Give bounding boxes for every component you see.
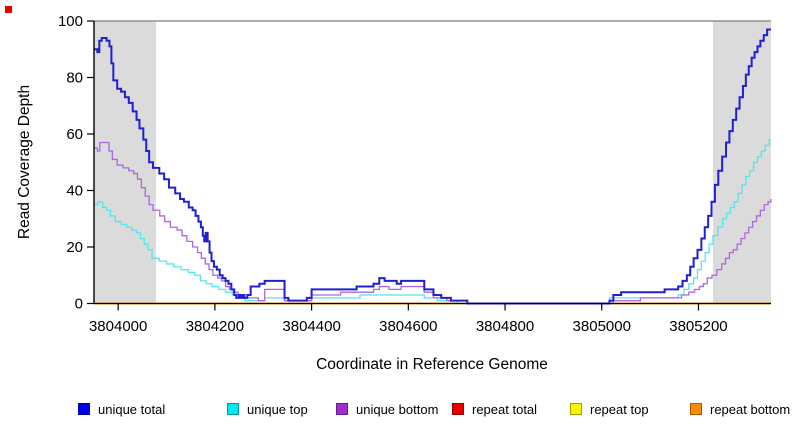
y-tick-label: 60 <box>66 126 83 143</box>
tick-labels: 3804000 3804200 3804400 3804600 3804800 38050… <box>58 13 728 335</box>
y-tick-label: 80 <box>66 70 83 87</box>
legend-swatch-unique-bottom <box>336 403 348 415</box>
axes <box>93 21 771 305</box>
series-line-unique-total <box>94 28 771 305</box>
legend-swatch-unique-top <box>227 403 239 415</box>
x-tick-label: 3804800 <box>476 318 534 335</box>
legend-item-unique-total: unique total <box>78 399 165 419</box>
shaded-regions <box>94 21 771 304</box>
legend-item-unique-top: unique top <box>227 399 308 419</box>
shaded-region <box>94 21 156 304</box>
legend-swatch-repeat-top <box>570 403 582 415</box>
legend-label: unique total <box>98 401 166 417</box>
y-axis-title: Read Coverage Depth <box>16 85 33 239</box>
legend-item-unique-bottom: unique bottom <box>336 399 438 419</box>
legend: unique total unique top unique bottom repea… <box>0 399 792 421</box>
legend-item-repeat-total: repeat total <box>452 399 537 419</box>
legend-swatch-unique-total <box>78 403 90 415</box>
x-tick-label: 3805000 <box>573 318 631 335</box>
legend-swatch-repeat-bottom <box>690 403 702 415</box>
series-lines <box>94 28 772 305</box>
x-tick-label: 3804000 <box>89 318 147 335</box>
legend-label: unique bottom <box>356 401 439 417</box>
x-tick-label: 3805200 <box>669 318 727 335</box>
legend-label: repeat top <box>590 401 649 417</box>
red-corner-marker <box>5 6 12 13</box>
x-axis-title: Coordinate in Reference Genome <box>316 356 548 373</box>
y-tick-label: 0 <box>75 296 83 313</box>
y-tick-label: 100 <box>58 13 83 30</box>
legend-label: repeat bottom <box>710 401 791 417</box>
x-tick-label: 3804400 <box>282 318 340 335</box>
legend-label: repeat total <box>472 401 538 417</box>
y-tick-label: 20 <box>66 239 83 256</box>
legend-label: unique top <box>247 401 308 417</box>
y-tick-label: 40 <box>66 183 83 200</box>
series-line-unique-bottom <box>94 141 772 305</box>
series-line-unique-top <box>94 139 771 305</box>
legend-item-repeat-bottom: repeat bottom <box>690 399 790 419</box>
x-tick-label: 3804200 <box>186 318 244 335</box>
legend-swatch-repeat-total <box>452 403 464 415</box>
tick-marks <box>87 20 700 311</box>
legend-item-repeat-top: repeat top <box>570 399 649 419</box>
x-tick-label: 3804600 <box>379 318 437 335</box>
